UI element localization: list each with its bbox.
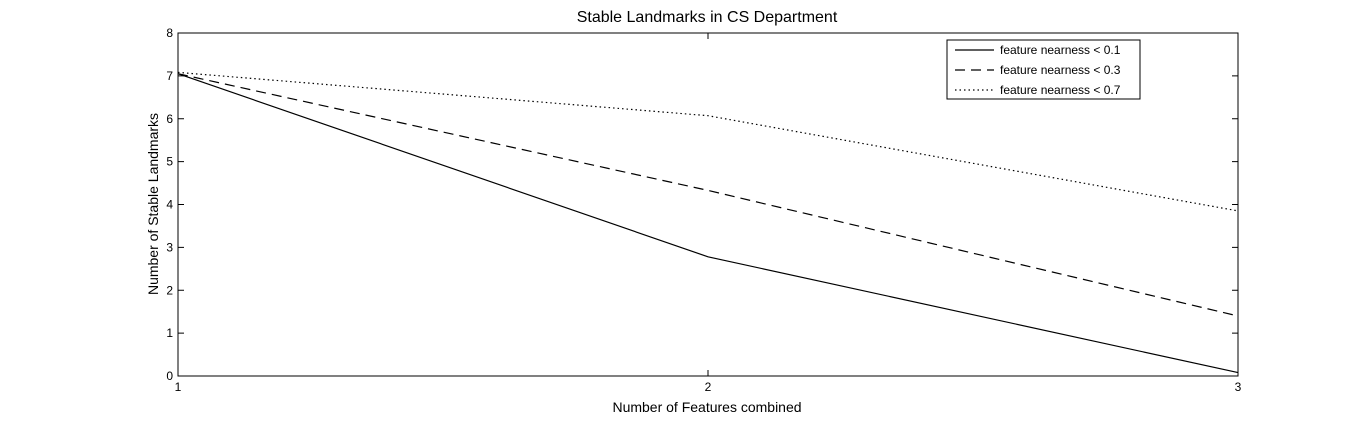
y-tick-label: 7	[166, 69, 173, 83]
legend-label-1: feature nearness < 0.1	[1000, 43, 1121, 57]
series-line-3	[177, 71, 1239, 212]
series-line-1	[177, 73, 1239, 374]
chart-title: Stable Landmarks in CS Department	[577, 9, 838, 26]
y-tick-label: 5	[166, 155, 173, 169]
y-tick-label: 4	[166, 198, 173, 212]
y-tick-label: 6	[166, 112, 173, 126]
y-axis-label: Number of Stable Landmarks	[145, 113, 161, 295]
series-lines	[177, 71, 1239, 374]
legend-label-2: feature nearness < 0.3	[1000, 63, 1121, 77]
y-tick-label: 1	[166, 326, 173, 340]
x-axis-label: Number of Features combined	[612, 399, 801, 415]
series-line-2	[177, 73, 1239, 317]
y-tick-label: 3	[166, 240, 173, 254]
legend-label-3: feature nearness < 0.7	[1000, 83, 1121, 97]
x-tick-label: 2	[705, 380, 712, 394]
x-tick-label: 1	[175, 380, 182, 394]
x-tick-label: 3	[1235, 380, 1242, 394]
y-tick-label: 2	[166, 283, 173, 297]
y-tick-label: 0	[166, 369, 173, 383]
y-tick-label: 8	[166, 26, 173, 40]
legend: feature nearness < 0.1 feature nearness <…	[946, 39, 1141, 100]
